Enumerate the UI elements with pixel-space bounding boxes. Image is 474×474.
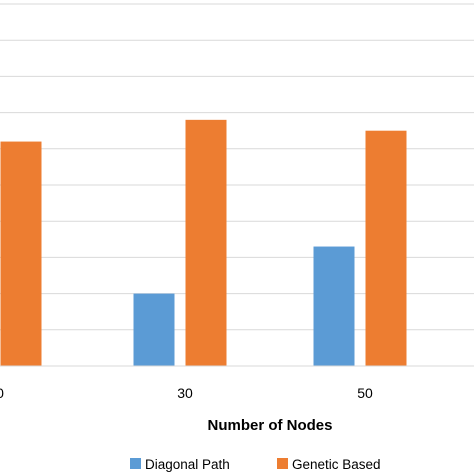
bar-diagonal-path-50 [313, 246, 355, 366]
bar-genetic-based-50 [365, 130, 407, 366]
x-tick-label: 50 [357, 385, 373, 401]
gridlines [0, 3, 474, 331]
bar-genetic-based-10 [0, 141, 42, 366]
legend-label: Diagonal Path [145, 457, 230, 472]
bars [0, 119, 407, 366]
bar-genetic-based-30 [185, 119, 227, 366]
x-tick-label: 30 [177, 385, 193, 401]
legend: Diagonal Path Genetic Based [130, 457, 381, 472]
x-tick-labels: 0 30 50 [0, 385, 373, 401]
x-axis-title: Number of Nodes [207, 417, 332, 434]
legend-label: Genetic Based [292, 457, 381, 472]
x-tick-label: 0 [0, 385, 4, 401]
legend-swatch [277, 458, 288, 469]
legend-swatch [130, 458, 141, 469]
bar-diagonal-path-30 [133, 293, 175, 366]
